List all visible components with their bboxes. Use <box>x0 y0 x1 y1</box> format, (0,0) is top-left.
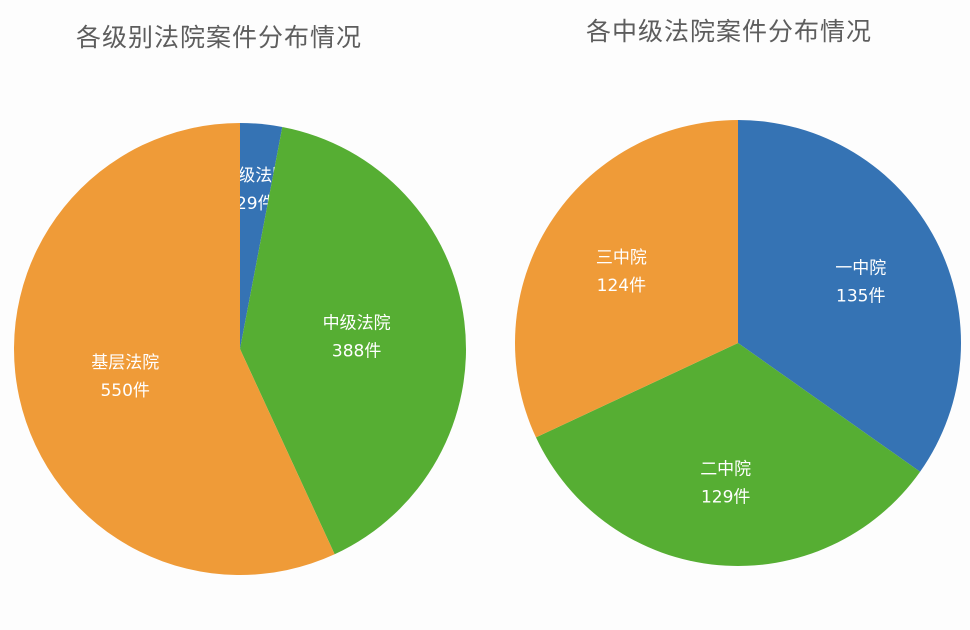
slice-value-court-level-2: 550件 <box>100 381 149 401</box>
slice-name-court-level-1: 中级法院 <box>323 314 391 334</box>
slice-label-intermediate-courts-0: 一中院 135件 <box>835 258 886 306</box>
chart-title-intermediate-courts: 各中级法院案件分布情况 <box>586 17 873 46</box>
pie-slice-court-level-1 <box>240 127 466 555</box>
slice-value-intermediate-courts-1: 129件 <box>701 488 750 508</box>
slice-label-intermediate-courts-2: 三中院 124件 <box>596 248 647 296</box>
pie-slice-intermediate-courts-2 <box>514 120 738 438</box>
pie-slice-court-level-2 <box>13 123 335 576</box>
slice-name-intermediate-courts-1: 二中院 <box>700 460 751 480</box>
slice-name-court-level-2: 基层法院 <box>91 353 159 373</box>
pie-slice-intermediate-courts-1 <box>535 343 921 567</box>
pie-slice-intermediate-courts-0 <box>738 120 961 472</box>
slice-value-court-level-1: 388件 <box>332 342 381 362</box>
pie-slice-court-level-0 <box>240 123 283 349</box>
slice-value-intermediate-courts-2: 124件 <box>597 276 646 296</box>
slice-name-intermediate-courts-2: 三中院 <box>596 248 647 268</box>
slice-value-intermediate-courts-0: 135件 <box>836 286 885 306</box>
slice-label-court-level-2: 基层法院 550件 <box>91 353 159 401</box>
slice-value-court-level-0: 29件 <box>236 194 275 214</box>
chart-title-court-level: 各级别法院案件分布情况 <box>76 23 363 52</box>
slice-label-intermediate-courts-1: 二中院 129件 <box>700 460 751 508</box>
slice-name-intermediate-courts-0: 一中院 <box>835 258 886 278</box>
slice-label-court-level-1: 中级法院 388件 <box>323 314 391 362</box>
